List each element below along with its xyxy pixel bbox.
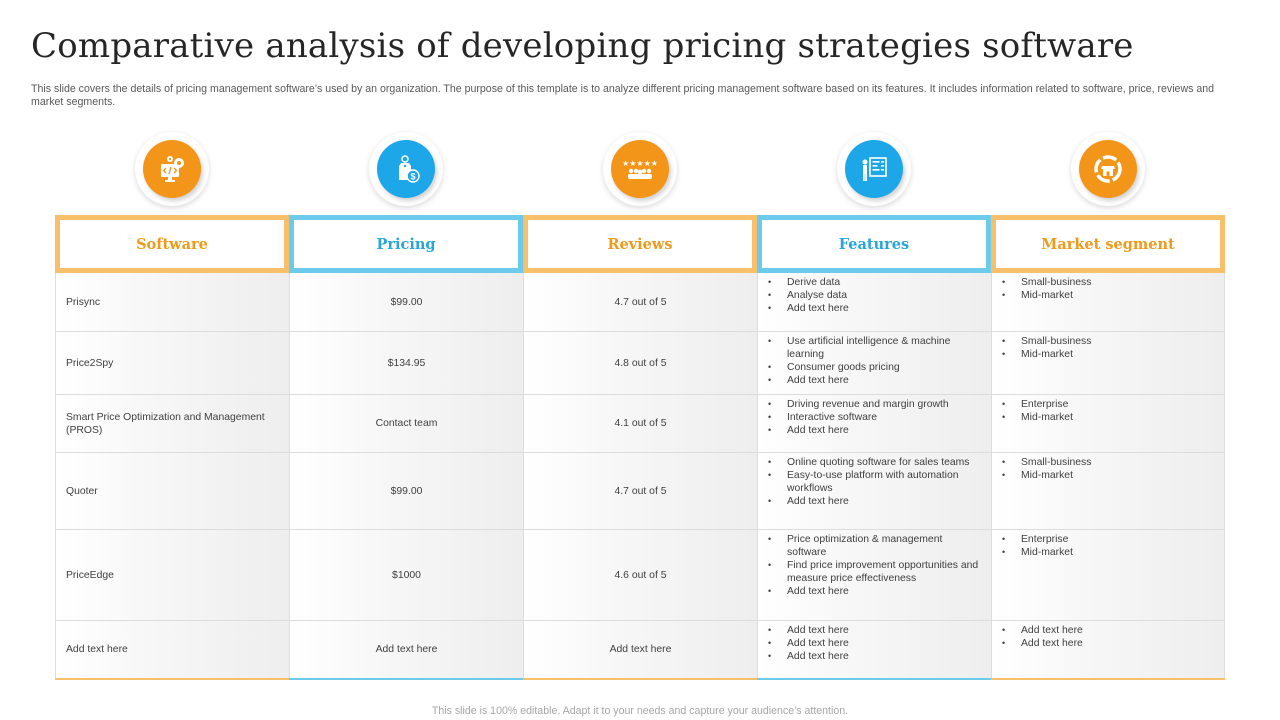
features-cell: Add text here Add text here Add text her… — [757, 621, 991, 678]
market-item: Mid-market — [1002, 411, 1073, 424]
svg-text:$: $ — [410, 172, 415, 182]
market-cell: Enterprise Mid-market — [991, 530, 1225, 620]
table-row: Add text here Add text here Add text her… — [55, 621, 1225, 678]
header-pricing: Pricing — [289, 215, 523, 273]
market-cell: Enterprise Mid-market — [991, 395, 1225, 452]
market-item: Enterprise — [1002, 398, 1073, 411]
market-item: Mid-market — [1002, 546, 1073, 559]
pricing-cell: Add text here — [289, 621, 523, 678]
market-item: Small-business — [1002, 456, 1091, 469]
reviews-cell: 4.7 out of 5 — [523, 273, 757, 331]
slide-subtitle: This slide covers the details of pricing… — [31, 83, 1215, 108]
feature-item: Easy-to-use platform with automation wor… — [768, 469, 980, 495]
pricing-cell: $1000 — [289, 530, 523, 620]
feature-item: Driving revenue and margin growth — [768, 398, 980, 411]
feature-item: Use artificial intelligence & machine le… — [768, 335, 980, 361]
price-tag-dollar-icon: $ — [377, 140, 435, 198]
features-cell: Derive data Analyse data Add text here — [757, 273, 991, 331]
table-header-row: Software Pricing Reviews Features Market… — [55, 215, 1225, 273]
feature-item: Add text here — [768, 624, 980, 637]
pricing-cell: $99.00 — [289, 453, 523, 529]
table-row: PriceEdge $1000 4.6 out of 5 Price optim… — [55, 530, 1225, 621]
market-item: Small-business — [1002, 276, 1091, 289]
market-store-icon — [1079, 140, 1137, 198]
software-icon-badge — [135, 132, 209, 206]
feature-item: Add text here — [768, 495, 980, 508]
table-row: Smart Price Optimization and Management … — [55, 395, 1225, 453]
presentation-board-icon — [845, 140, 903, 198]
features-cell: Driving revenue and margin growth Intera… — [757, 395, 991, 452]
market-cell: Small-business Mid-market — [991, 332, 1225, 394]
reviews-cell: 4.6 out of 5 — [523, 530, 757, 620]
features-cell: Price optimization & management software… — [757, 530, 991, 620]
header-reviews: Reviews — [523, 215, 757, 273]
feature-item: Derive data — [768, 276, 980, 289]
feature-item: Add text here — [768, 374, 980, 387]
header-market-segment: Market segment — [991, 215, 1225, 273]
market-icon-badge — [1071, 132, 1145, 206]
market-cell: Small-business Mid-market — [991, 453, 1225, 529]
feature-item: Interactive software — [768, 411, 980, 424]
feature-item: Add text here — [768, 637, 980, 650]
software-cell: Prisync — [55, 273, 289, 331]
market-item: Add text here — [1002, 624, 1083, 637]
reviews-icon-badge: ★★★★★ — [603, 132, 677, 206]
features-icon-badge — [837, 132, 911, 206]
market-item: Mid-market — [1002, 348, 1091, 361]
market-item: Enterprise — [1002, 533, 1073, 546]
column-icons-row: $ ★★★★★ — [55, 132, 1225, 212]
market-item: Mid-market — [1002, 469, 1091, 482]
table-bottom-accent — [55, 678, 1225, 680]
software-gear-monitor-icon — [143, 140, 201, 198]
pricing-cell: $99.00 — [289, 273, 523, 331]
svg-text:★★★★★: ★★★★★ — [623, 159, 657, 168]
software-cell: Quoter — [55, 453, 289, 529]
feature-item: Add text here — [768, 424, 980, 437]
pricing-cell: Contact team — [289, 395, 523, 452]
market-item: Small-business — [1002, 335, 1091, 348]
table-row: Price2Spy $134.95 4.8 out of 5 Use artif… — [55, 332, 1225, 395]
software-cell: Smart Price Optimization and Management … — [55, 395, 289, 452]
feature-item: Price optimization & management software — [768, 533, 980, 559]
pricing-cell: $134.95 — [289, 332, 523, 394]
reviews-cell: 4.7 out of 5 — [523, 453, 757, 529]
star-reviews-people-icon: ★★★★★ — [611, 140, 669, 198]
software-cell: Add text here — [55, 621, 289, 678]
feature-item: Online quoting software for sales teams — [768, 456, 980, 469]
feature-item: Analyse data — [768, 289, 980, 302]
feature-item: Find price improvement opportunities and… — [768, 559, 980, 585]
pricing-icon-badge: $ — [369, 132, 443, 206]
table-row: Quoter $99.00 4.7 out of 5 Online quotin… — [55, 453, 1225, 530]
market-item: Add text here — [1002, 637, 1083, 650]
software-cell: PriceEdge — [55, 530, 289, 620]
market-item: Mid-market — [1002, 289, 1091, 302]
table-row: Prisync $99.00 4.7 out of 5 Derive data … — [55, 273, 1225, 332]
feature-item: Add text here — [768, 585, 980, 598]
market-cell: Small-business Mid-market — [991, 273, 1225, 331]
market-cell: Add text here Add text here — [991, 621, 1225, 678]
comparison-table: Software Pricing Reviews Features Market… — [55, 215, 1225, 680]
reviews-cell: 4.8 out of 5 — [523, 332, 757, 394]
features-cell: Online quoting software for sales teams … — [757, 453, 991, 529]
reviews-cell: 4.1 out of 5 — [523, 395, 757, 452]
slide-footer-note: This slide is 100% editable. Adapt it to… — [431, 705, 849, 717]
slide-title: Comparative analysis of developing prici… — [31, 26, 1134, 66]
reviews-cell: Add text here — [523, 621, 757, 678]
feature-item: Add text here — [768, 650, 980, 663]
header-software: Software — [55, 215, 289, 273]
feature-item: Consumer goods pricing — [768, 361, 980, 374]
feature-item: Add text here — [768, 302, 980, 315]
features-cell: Use artificial intelligence & machine le… — [757, 332, 991, 394]
header-features: Features — [757, 215, 991, 273]
software-cell: Price2Spy — [55, 332, 289, 394]
